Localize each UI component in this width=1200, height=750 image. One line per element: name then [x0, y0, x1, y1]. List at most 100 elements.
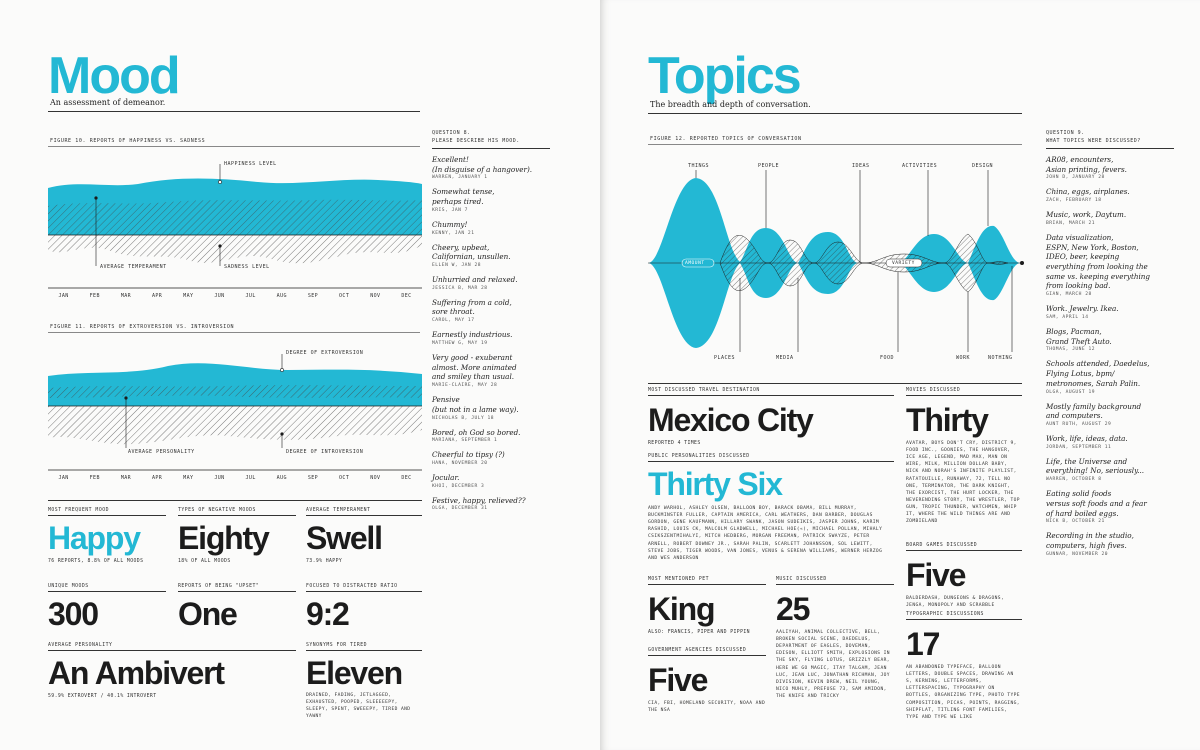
month-tick: FEB: [89, 293, 100, 299]
mood-title: Mood: [48, 47, 181, 105]
stat-label: Focused to distracted ratio: [306, 584, 422, 592]
stat-value: Five: [648, 662, 708, 698]
stat-value: One: [178, 596, 238, 632]
answer-author: Hana, November 20: [432, 460, 488, 466]
answer-list: AR08, encounters, Asian printing, fevers…: [1046, 155, 1174, 557]
stat-average-temperament: Average temperament Swell 73.9% happy: [306, 508, 422, 565]
stat-note: Also: Francis, Piper and Pippin: [648, 630, 750, 635]
answer-item: Very good - exuberant almost. More anima…: [432, 353, 550, 388]
topic-label-things: Things: [688, 163, 710, 169]
introversion-area: [48, 406, 422, 445]
answer-item: Data visualization, ESPN, New York, Bost…: [1046, 233, 1174, 297]
average-temperament-label: Average temperament: [100, 264, 167, 270]
stat-value: 17: [906, 626, 940, 662]
fig10-label: Figure 10. Reports of happiness vs. sadn…: [50, 138, 206, 144]
answer-item: Blogs, Pacman, Grand Theft Auto. Thomas, …: [1046, 327, 1174, 352]
answer-quote: Very good - exuberant almost. More anima…: [432, 352, 517, 382]
answer-item: Jocular. Khoi, December 3: [432, 473, 550, 489]
title-rule: [48, 111, 420, 112]
answer-author: Jordan, September 11: [1046, 444, 1112, 450]
answer-quote: Mostly family background and computers.: [1046, 401, 1142, 421]
topic-label-places: Places: [714, 355, 736, 361]
topic-label-ideas: Ideas: [852, 163, 870, 169]
answer-quote: Cheery, upbeat, Californian, unsullen.: [432, 242, 511, 262]
extroversion-hatch: [48, 385, 422, 398]
answer-item: Cheery, upbeat, Californian, unsullen. El…: [432, 243, 550, 268]
stat-typographic-discussions: Typographic discussions 17 An abandoned …: [906, 612, 1022, 721]
answer-quote: Work, life, ideas, data.: [1046, 433, 1128, 443]
month-tick: NOV: [370, 475, 381, 481]
happiness-level-label: Happiness level: [224, 161, 277, 167]
stat-value: 9:2: [306, 596, 350, 632]
fig11-rule: [48, 332, 420, 333]
month-tick: OCT: [339, 293, 350, 299]
stat-most-frequent-mood: Most frequent mood Happy 76 reports, 8.8…: [48, 508, 166, 565]
stat-focus-ratio: Focused to distracted ratio 9:2: [306, 584, 422, 630]
stat-label: Synonyms for tired: [306, 643, 422, 651]
month-tick: DEC: [401, 475, 412, 481]
answer-quote: Bored, oh God so bored.: [432, 427, 521, 437]
stat-most-mentioned-pet: Most mentioned pet King Also: Francis, P…: [648, 577, 766, 636]
topics-subtitle: The breadth and depth of conversation.: [650, 100, 811, 109]
answer-item: Bored, oh God so bored. Mariana, Septembe…: [432, 428, 550, 444]
answer-author: Brian, March 21: [1046, 220, 1095, 226]
answer-quote: Festive, happy, relieved??: [432, 495, 526, 505]
topic-label-people: People: [758, 163, 780, 169]
month-tick: DEC: [401, 293, 412, 299]
answer-quote: AR08, encounters, Asian printing, fevers…: [1046, 155, 1127, 174]
extroversion-area: [48, 363, 422, 406]
stat-note: Balderdash, Dungeons & Dragons, Jenga, M…: [906, 596, 1005, 609]
topic-label-food: Food: [880, 355, 895, 361]
answer-item: AR08, encounters, Asian printing, fevers…: [1046, 155, 1174, 180]
stat-label: Most mentioned pet: [648, 577, 766, 585]
stat-value: 300: [48, 596, 99, 632]
answer-item: Pensive (but not in a lame way). Nicholas…: [432, 395, 550, 420]
topics-stream-chart: [648, 170, 1024, 352]
answer-item: Mostly family background and computers. A…: [1046, 402, 1174, 427]
title-rule: [648, 113, 1022, 114]
topic-label-design: Design: [972, 163, 994, 169]
stat-label: Average temperament: [306, 508, 422, 516]
answer-quote: Life, the Universe and everything! No, s…: [1046, 456, 1145, 476]
stat-value: Swell: [306, 520, 383, 556]
month-tick: AUG: [276, 293, 287, 299]
month-tick: SEP: [307, 293, 319, 299]
answer-item: Festive, happy, relieved?? Olga, December…: [432, 496, 550, 512]
month-tick: NOV: [370, 293, 381, 299]
stat-value: 25: [776, 591, 810, 627]
question-text: What topics were discussed?: [1046, 137, 1141, 144]
stat-note: Andy Warhol, Ashley Olsen, Balloon Boy, …: [648, 506, 883, 561]
stat-synonyms-tired: Synonyms for tired Eleven Drained, fadin…: [306, 643, 422, 720]
month-tick: JUL: [245, 475, 256, 481]
mood-subtitle: An assessment of demeanor.: [50, 98, 166, 107]
month-tick: JUN: [214, 293, 225, 299]
topics-page: Topics The breadth and depth of conversa…: [600, 0, 1200, 750]
answer-author: Kenny, Jan 21: [432, 230, 475, 236]
fig11-month-axis: JAN FEB MAR APR MAY JUN JUL AUG SEP OCT …: [48, 475, 422, 481]
answer-author: Gian, March 28: [1046, 292, 1092, 298]
answer-author: Mariana, September 1: [432, 438, 498, 444]
month-tick: AUG: [276, 475, 287, 481]
question-8-column: Question 8. Please describe his mood. Ex…: [432, 130, 550, 518]
answer-quote: Earnestly industrious.: [432, 330, 513, 340]
answer-author: Thomas, June 12: [1046, 347, 1095, 353]
average-personality-label: Average personality: [128, 449, 195, 455]
stat-travel-destination: Most discussed travel destination Mexico…: [648, 388, 894, 447]
fig10-rule: [48, 146, 420, 147]
answer-item: Suffering from a cold, sore throat. Carol…: [432, 298, 550, 323]
answer-quote: Unhurried and relaxed.: [432, 275, 518, 285]
answer-quote: Chummy!: [432, 219, 468, 229]
stat-note: Reported 4 times: [648, 441, 701, 446]
answer-quote: Excellent! (In disguise of a hangover).: [432, 155, 533, 174]
answer-author: Ellen W, Jan 28: [432, 263, 481, 269]
answer-quote: Eating solid foods versus soft foods and…: [1046, 489, 1147, 518]
month-tick: OCT: [339, 475, 350, 481]
topic-label-media: Media: [776, 355, 794, 361]
answer-item: Earnestly industrious. Matthew G, May 19: [432, 330, 550, 346]
happiness-hatch: [48, 199, 422, 235]
stat-label: Average personality: [48, 643, 296, 651]
question-rule: [1046, 148, 1174, 149]
answer-item: Work, life, ideas, data. Jordan, Septembe…: [1046, 434, 1174, 450]
month-tick: JAN: [58, 475, 69, 481]
fig12-rule: [648, 144, 1022, 145]
